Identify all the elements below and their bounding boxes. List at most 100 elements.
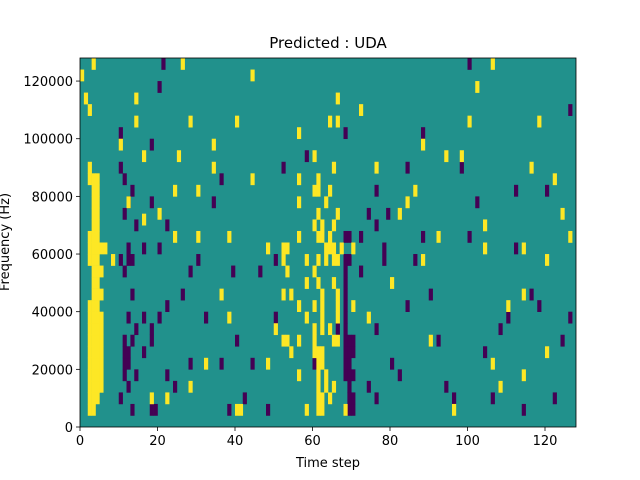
heatmap-cell-positive [87,346,92,359]
heatmap-cell-negative [227,403,232,416]
heatmap-cell-negative [126,311,131,324]
heatmap-cell-positive [250,173,255,186]
heatmap-cell-negative [405,300,410,312]
heatmap-cell-positive [320,219,325,232]
heatmap-cell-negative [347,403,352,416]
heatmap-cell-positive [312,323,317,336]
heatmap-cell-positive [316,184,321,197]
heatmap-cell-positive [335,207,340,220]
heatmap-cell-positive [312,219,317,232]
heatmap-cell-negative [347,346,352,359]
heatmap-cell-negative [219,173,224,186]
heatmap-cell-negative [118,254,123,266]
y-axis-label: Frequency (Hz) [0,193,13,291]
heatmap-cell-positive [545,254,550,266]
heatmap-cell-negative [421,127,426,140]
heatmap-cell-negative [514,184,519,197]
y-tick-label: 0 [65,421,73,436]
heatmap-cell-positive [328,230,333,243]
heatmap-cell-negative [382,254,387,266]
heatmap-cell-negative [552,392,557,405]
heatmap-cell-negative [126,380,131,393]
heatmap-cell-positive [266,242,271,255]
heatmap-cell-positive [91,403,96,416]
heatmap-cell-positive [95,288,100,301]
heatmap-cell-negative [126,346,131,359]
heatmap-cell-positive [95,184,100,197]
heatmap-cell-positive [211,138,216,151]
heatmap-cell-positive [266,357,271,370]
heatmap-cell-negative [149,403,154,416]
heatmap-cell-positive [320,230,325,243]
heatmap-cell-positive [95,346,100,359]
y-tick-label: 20000 [32,363,73,378]
heatmap-cell-negative [421,230,426,243]
heatmap-cell-positive [95,392,100,405]
heatmap-cell-positive [95,300,100,312]
heatmap-cell-negative [188,265,193,278]
heatmap-cell-negative [130,334,135,347]
heatmap-cell-positive [498,380,503,393]
heatmap-cell-positive [316,403,321,416]
heatmap-cell-positive [188,115,193,128]
heatmap-cell-negative [390,357,395,370]
heatmap-cell-positive [304,254,309,266]
heatmap-cell-negative [266,403,271,416]
heatmap-cell-positive [490,357,495,370]
heatmap-cell-negative [560,334,565,347]
heatmap-cell-negative [188,357,193,370]
heatmap-cell-negative [351,369,356,382]
heatmap-cell-positive [320,403,325,416]
heatmap-cell-positive [421,138,426,151]
heatmap-cell-positive [312,334,317,347]
heatmap-cell-positive [99,380,104,393]
heatmap-cell-positive [320,288,325,301]
heatmap-cell-positive [328,115,333,128]
heatmap-cell-positive [328,184,333,197]
heatmap-cell-negative [475,196,480,209]
heatmap-cell-positive [95,265,100,278]
heatmap-cell-positive [281,242,286,255]
heatmap-cell-negative [149,196,154,209]
heatmap-cell-positive [91,323,96,336]
heatmap-cell-negative [537,300,542,312]
heatmap-cell-negative [157,311,162,324]
x-tick-label: 60 [304,434,321,449]
heatmap-cell-positive [316,369,321,382]
heatmap-cell-positive [459,150,464,163]
heatmap-cell-positive [331,254,337,266]
heatmap-cell-negative [142,311,147,324]
heatmap-cell-negative [529,288,534,301]
heatmap-cell-positive [95,230,100,243]
heatmap-cell-positive [99,357,104,370]
heatmap-cell-negative [273,311,278,324]
heatmap-cell-positive [87,357,92,370]
heatmap-cell-negative [568,104,573,116]
heatmap-cell-positive [335,288,340,301]
plot-frame [79,57,577,428]
heatmap-cell-positive [320,392,325,405]
heatmap-cell-positive [99,346,104,359]
heatmap-cell-negative [118,127,123,140]
heatmap-cell-positive [95,277,100,289]
heatmap-cell-positive [320,323,325,336]
heatmap-cell-positive [529,161,534,174]
heatmap-cell-positive [196,230,201,243]
heatmap-cell-positive [91,207,96,220]
heatmap-cell-positive [324,242,329,255]
heatmap-cell-positive [405,196,410,209]
heatmap-cell-positive [444,150,449,163]
heatmap-cell-positive [142,150,147,163]
heatmap-cell-positive [91,254,96,266]
heatmap-cell-positive [483,242,488,255]
heatmap-cell-positive [149,392,154,405]
heatmap-cell-positive [219,288,224,301]
heatmap-cell-negative [343,230,348,243]
heatmap-cell-positive [95,380,100,393]
heatmap-cell-negative [413,254,418,266]
heatmap-cell-positive [95,357,100,370]
heatmap-cell-negative [498,323,503,336]
heatmap-cell-negative [149,138,154,151]
heatmap-cell-positive [316,230,321,243]
